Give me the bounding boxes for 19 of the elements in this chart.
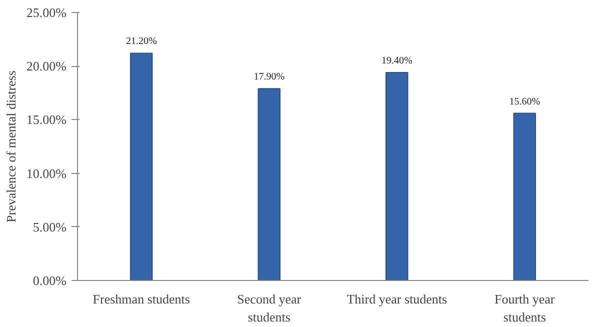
bar bbox=[258, 88, 280, 280]
y-tick-label: 5.00% bbox=[32, 219, 67, 234]
x-tick-label: Second year students bbox=[237, 292, 302, 324]
y-tick-label: 10.00% bbox=[26, 166, 67, 181]
y-tick-label: 25.00% bbox=[26, 5, 67, 20]
x-tick-label: Freshman students bbox=[92, 292, 190, 306]
data-label: 21.20% bbox=[126, 36, 157, 48]
y-tick-label: 20.00% bbox=[26, 58, 67, 74]
x-tick-label: Fourth year students bbox=[494, 292, 556, 324]
bar bbox=[386, 72, 408, 280]
bar bbox=[513, 112, 536, 280]
y-tick-label: 0.00% bbox=[32, 273, 67, 288]
data-label: 17.90% bbox=[254, 72, 285, 83]
y-axis-title: Prevalence of mental distress bbox=[3, 70, 18, 222]
data-label: 19.40% bbox=[381, 56, 412, 67]
data-label: 15.60% bbox=[509, 96, 540, 108]
bar bbox=[130, 52, 153, 280]
x-tick-label: Third year students bbox=[346, 292, 448, 306]
y-tick-label: 15.00% bbox=[26, 112, 67, 128]
